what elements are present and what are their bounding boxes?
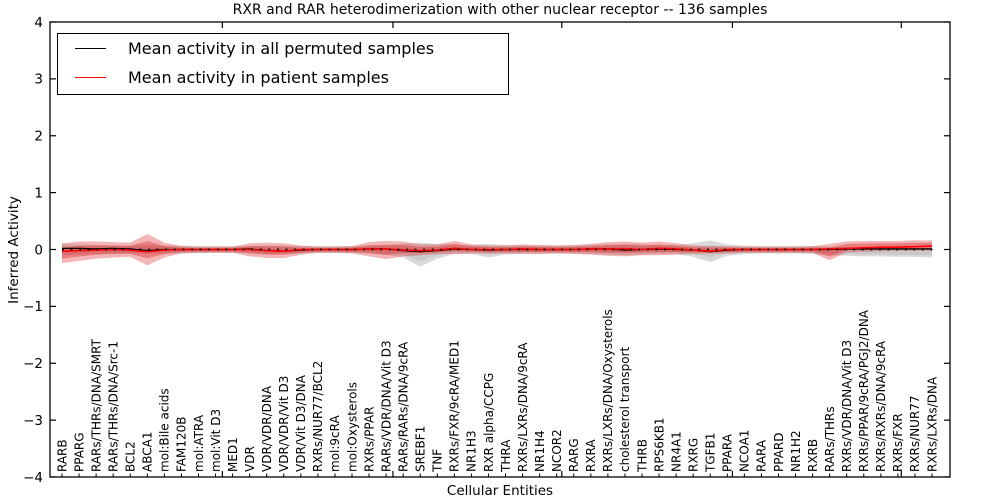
x-tick-label: RARs/VDR/DNA/Vit D3 [379, 340, 393, 472]
x-tick-label: NR4A1 [669, 431, 683, 472]
x-tick-label: NR1H3 [465, 430, 479, 472]
x-tick-label: RXRB [806, 439, 820, 472]
y-tick-label: 1 [34, 185, 43, 201]
x-tick-label: RXRs/PPAR [362, 407, 376, 472]
x-tick-label: cholesterol transport [618, 346, 632, 472]
x-tick-label: RPS6KB1 [652, 417, 666, 472]
x-tick-label: PPARD [772, 433, 786, 473]
x-tick-label: RXRs/PPAR/9cRA/PGJ2/DNA [857, 309, 871, 472]
x-tick-label: RXRs/NUR77/BCL2 [311, 361, 325, 472]
x-tick-label: RXRs/VDR/DNA/Vit D3 [840, 340, 854, 472]
y-tick-label: −4 [23, 470, 43, 486]
x-tick-label: RXRs/FXR/9cRA/MED1 [448, 340, 462, 472]
x-tick-label: NCOA1 [738, 430, 752, 472]
x-tick-label: mol:Oxysterols [345, 382, 359, 472]
permuted-line-sample [75, 48, 106, 49]
y-tick-label: −3 [23, 413, 43, 429]
x-tick-label: RXR alpha/CCPG [482, 373, 496, 472]
x-tick-label: mol:Bile acids [158, 388, 172, 472]
x-tick-label: NR1H4 [533, 430, 547, 472]
x-tick-label: RARs/THRs/DNA/SMRT [89, 338, 103, 472]
x-tick-label: SREBF1 [414, 426, 428, 472]
y-tick-label: −2 [23, 356, 43, 372]
y-tick-label: 0 [34, 242, 43, 258]
chart-title: RXR and RAR heterodimerization with othe… [232, 2, 768, 18]
x-tick-label: NCOR2 [550, 429, 564, 472]
x-tick-label: RARs/THRs [823, 406, 837, 472]
x-tick-label: mol:ATRA [192, 414, 206, 472]
x-tick-label: RXRs/FXR [891, 413, 905, 472]
legend-entry-permuted: Mean activity in all permuted samples [58, 34, 508, 63]
x-tick-label: mol:9cRA [328, 415, 342, 472]
x-tick-label: RARG [567, 438, 581, 472]
x-tick-label: RXRs/LXRs/DNA/9cRA [516, 342, 530, 472]
x-tick-label: RXRs/NUR77 [908, 395, 922, 472]
x-tick-label: PPARG [72, 432, 86, 472]
legend-label-permuted: Mean activity in all permuted samples [128, 39, 435, 58]
x-tick-label: FAM120B [175, 417, 189, 473]
x-tick-label: TGFB1 [704, 433, 718, 473]
x-tick-label: RXRG [686, 438, 700, 472]
legend-entry-patient: Mean activity in patient samples [58, 63, 508, 92]
x-tick-label: RARs/RARs/DNA/9cRA [396, 341, 410, 472]
x-tick-label: NR1H2 [789, 430, 803, 472]
x-tick-label: VDR/Vit D3/DNA [294, 374, 308, 472]
x-tick-label: VDR [243, 446, 257, 472]
y-tick-label: −1 [23, 299, 43, 315]
x-tick-label: RXRA [584, 439, 598, 472]
legend-box: Mean activity in all permuted samples Me… [57, 33, 509, 95]
patient-mean-line [61, 245, 933, 253]
x-tick-label: BCL2 [124, 441, 138, 472]
x-tick-label: RXRs/RXRs/DNA/9cRA [874, 340, 888, 472]
x-tick-label: THRB [635, 439, 649, 473]
x-tick-label: RARB [55, 439, 69, 472]
patient-line-sample [75, 77, 106, 78]
x-tick-label: RARs/THRs/DNA/Src-1 [106, 341, 120, 472]
legend-label-patient: Mean activity in patient samples [128, 68, 389, 87]
x-tick-label: VDR/VDR/DNA [260, 385, 274, 472]
x-tick-label: RXRs/LXRs/DNA/Oxysterols [601, 309, 615, 472]
x-tick-label: VDR/VDR/Vit D3 [277, 376, 291, 472]
x-tick-label: TNF [431, 449, 445, 473]
x-tick-label: MED1 [226, 437, 240, 472]
x-tick-label: ABCA1 [141, 432, 155, 472]
permuted-samples-std-band-inner [62, 245, 932, 262]
x-tick-label: RARA [755, 439, 769, 472]
y-tick-label: 3 [34, 72, 43, 88]
x-tick-label: RXRs/LXRs/DNA [925, 376, 939, 472]
x-tick-label: mol:Vit D3 [209, 409, 223, 472]
y-axis-title: Inferred Activity [6, 196, 22, 304]
x-tick-label: THRA [499, 439, 513, 473]
x-axis-title: Cellular Entities [446, 483, 554, 499]
y-tick-label: 2 [34, 129, 43, 145]
permuted-samples-std-band [62, 240, 932, 267]
y-tick-label: 4 [34, 15, 43, 31]
x-tick-label: PPARA [721, 433, 735, 472]
